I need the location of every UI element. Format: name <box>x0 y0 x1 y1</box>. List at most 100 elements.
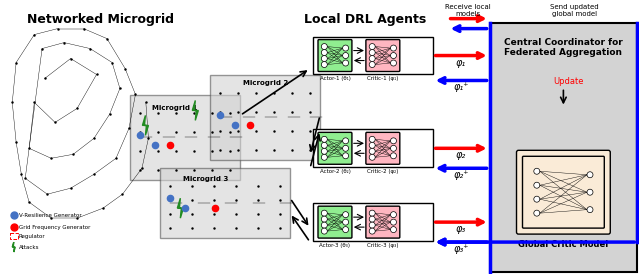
Polygon shape <box>143 115 148 135</box>
Point <box>9 213 19 217</box>
Point <box>245 123 255 128</box>
Text: Receive local
models: Receive local models <box>445 4 490 17</box>
Point <box>9 225 19 229</box>
Point <box>165 143 175 147</box>
FancyBboxPatch shape <box>318 206 352 238</box>
Text: Microgrid 3: Microgrid 3 <box>183 176 228 182</box>
Point <box>150 143 161 147</box>
FancyBboxPatch shape <box>366 206 400 238</box>
Circle shape <box>534 210 540 216</box>
Bar <box>313 203 433 241</box>
Circle shape <box>342 153 349 159</box>
Circle shape <box>390 153 396 159</box>
Text: Microgrid 1: Microgrid 1 <box>152 105 197 112</box>
Circle shape <box>390 53 396 59</box>
FancyBboxPatch shape <box>522 156 604 228</box>
Circle shape <box>390 212 396 218</box>
Text: Local DRL Agents: Local DRL Agents <box>304 13 426 26</box>
Text: φ₁⁺: φ₁⁺ <box>454 82 469 93</box>
FancyBboxPatch shape <box>211 76 320 160</box>
Circle shape <box>390 227 396 233</box>
Polygon shape <box>192 101 198 120</box>
Point <box>165 196 175 200</box>
Text: Grid Frequency Generator: Grid Frequency Generator <box>19 225 90 230</box>
Circle shape <box>534 182 540 188</box>
Circle shape <box>321 44 327 50</box>
Text: Actor-2 (θ₂): Actor-2 (θ₂) <box>319 169 351 174</box>
Text: Microgrid 2: Microgrid 2 <box>243 81 288 87</box>
Bar <box>313 37 433 75</box>
Text: Actor-3 (θ₃): Actor-3 (θ₃) <box>319 243 351 248</box>
Text: φ₂: φ₂ <box>456 150 467 160</box>
Circle shape <box>534 168 540 174</box>
Circle shape <box>369 222 375 228</box>
Bar <box>490 23 637 272</box>
Circle shape <box>321 56 327 62</box>
Circle shape <box>390 138 396 144</box>
Circle shape <box>342 145 349 151</box>
Circle shape <box>587 172 593 178</box>
Circle shape <box>342 45 349 51</box>
Point <box>230 123 241 128</box>
Circle shape <box>369 62 375 67</box>
Text: φ₃: φ₃ <box>456 224 467 234</box>
Circle shape <box>369 56 375 62</box>
FancyBboxPatch shape <box>318 132 352 164</box>
Point <box>180 206 191 210</box>
Circle shape <box>369 136 375 142</box>
Circle shape <box>321 154 327 160</box>
Circle shape <box>342 212 349 218</box>
Text: Critic-2 (φ₂): Critic-2 (φ₂) <box>367 169 399 174</box>
Circle shape <box>342 227 349 233</box>
Circle shape <box>321 228 327 234</box>
Circle shape <box>342 219 349 225</box>
Circle shape <box>321 148 327 154</box>
Circle shape <box>587 189 593 195</box>
Text: Update: Update <box>553 78 584 87</box>
Circle shape <box>321 210 327 216</box>
Circle shape <box>369 210 375 216</box>
Text: φ₁: φ₁ <box>456 58 467 67</box>
Circle shape <box>369 50 375 56</box>
Text: Actor-1 (θ₁): Actor-1 (θ₁) <box>319 76 351 81</box>
Circle shape <box>321 62 327 67</box>
Text: φ₂⁺: φ₂⁺ <box>454 170 469 180</box>
Point <box>210 206 220 210</box>
FancyBboxPatch shape <box>516 150 611 234</box>
Circle shape <box>321 136 327 142</box>
Circle shape <box>321 222 327 228</box>
Text: Networked Microgrid: Networked Microgrid <box>27 13 174 26</box>
Point <box>135 133 145 138</box>
Circle shape <box>321 50 327 56</box>
Text: Global Critic Model: Global Critic Model <box>518 240 609 249</box>
Text: Attacks: Attacks <box>19 245 39 250</box>
FancyBboxPatch shape <box>366 132 400 164</box>
Text: Central Coordinator for
Federated Aggregation: Central Coordinator for Federated Aggreg… <box>504 38 623 57</box>
Circle shape <box>369 154 375 160</box>
Polygon shape <box>12 242 15 252</box>
Circle shape <box>321 216 327 222</box>
Circle shape <box>369 148 375 154</box>
Circle shape <box>369 228 375 234</box>
Circle shape <box>369 216 375 222</box>
Circle shape <box>390 219 396 225</box>
FancyBboxPatch shape <box>318 39 352 72</box>
Circle shape <box>321 142 327 148</box>
Text: φ₃⁺: φ₃⁺ <box>454 244 469 254</box>
Circle shape <box>369 44 375 50</box>
Circle shape <box>390 60 396 66</box>
Circle shape <box>587 207 593 213</box>
Circle shape <box>369 142 375 148</box>
FancyBboxPatch shape <box>161 168 290 238</box>
Text: V-Resilience Generator: V-Resilience Generator <box>19 213 81 218</box>
Text: Regulator: Regulator <box>19 234 45 239</box>
Circle shape <box>534 196 540 202</box>
Circle shape <box>342 53 349 59</box>
Circle shape <box>342 138 349 144</box>
Polygon shape <box>177 198 183 218</box>
FancyBboxPatch shape <box>366 39 400 72</box>
Circle shape <box>390 145 396 151</box>
Bar <box>313 129 433 167</box>
Text: Critic-3 (φ₃): Critic-3 (φ₃) <box>367 243 399 248</box>
Text: Critic-1 (φ₁): Critic-1 (φ₁) <box>367 76 399 81</box>
